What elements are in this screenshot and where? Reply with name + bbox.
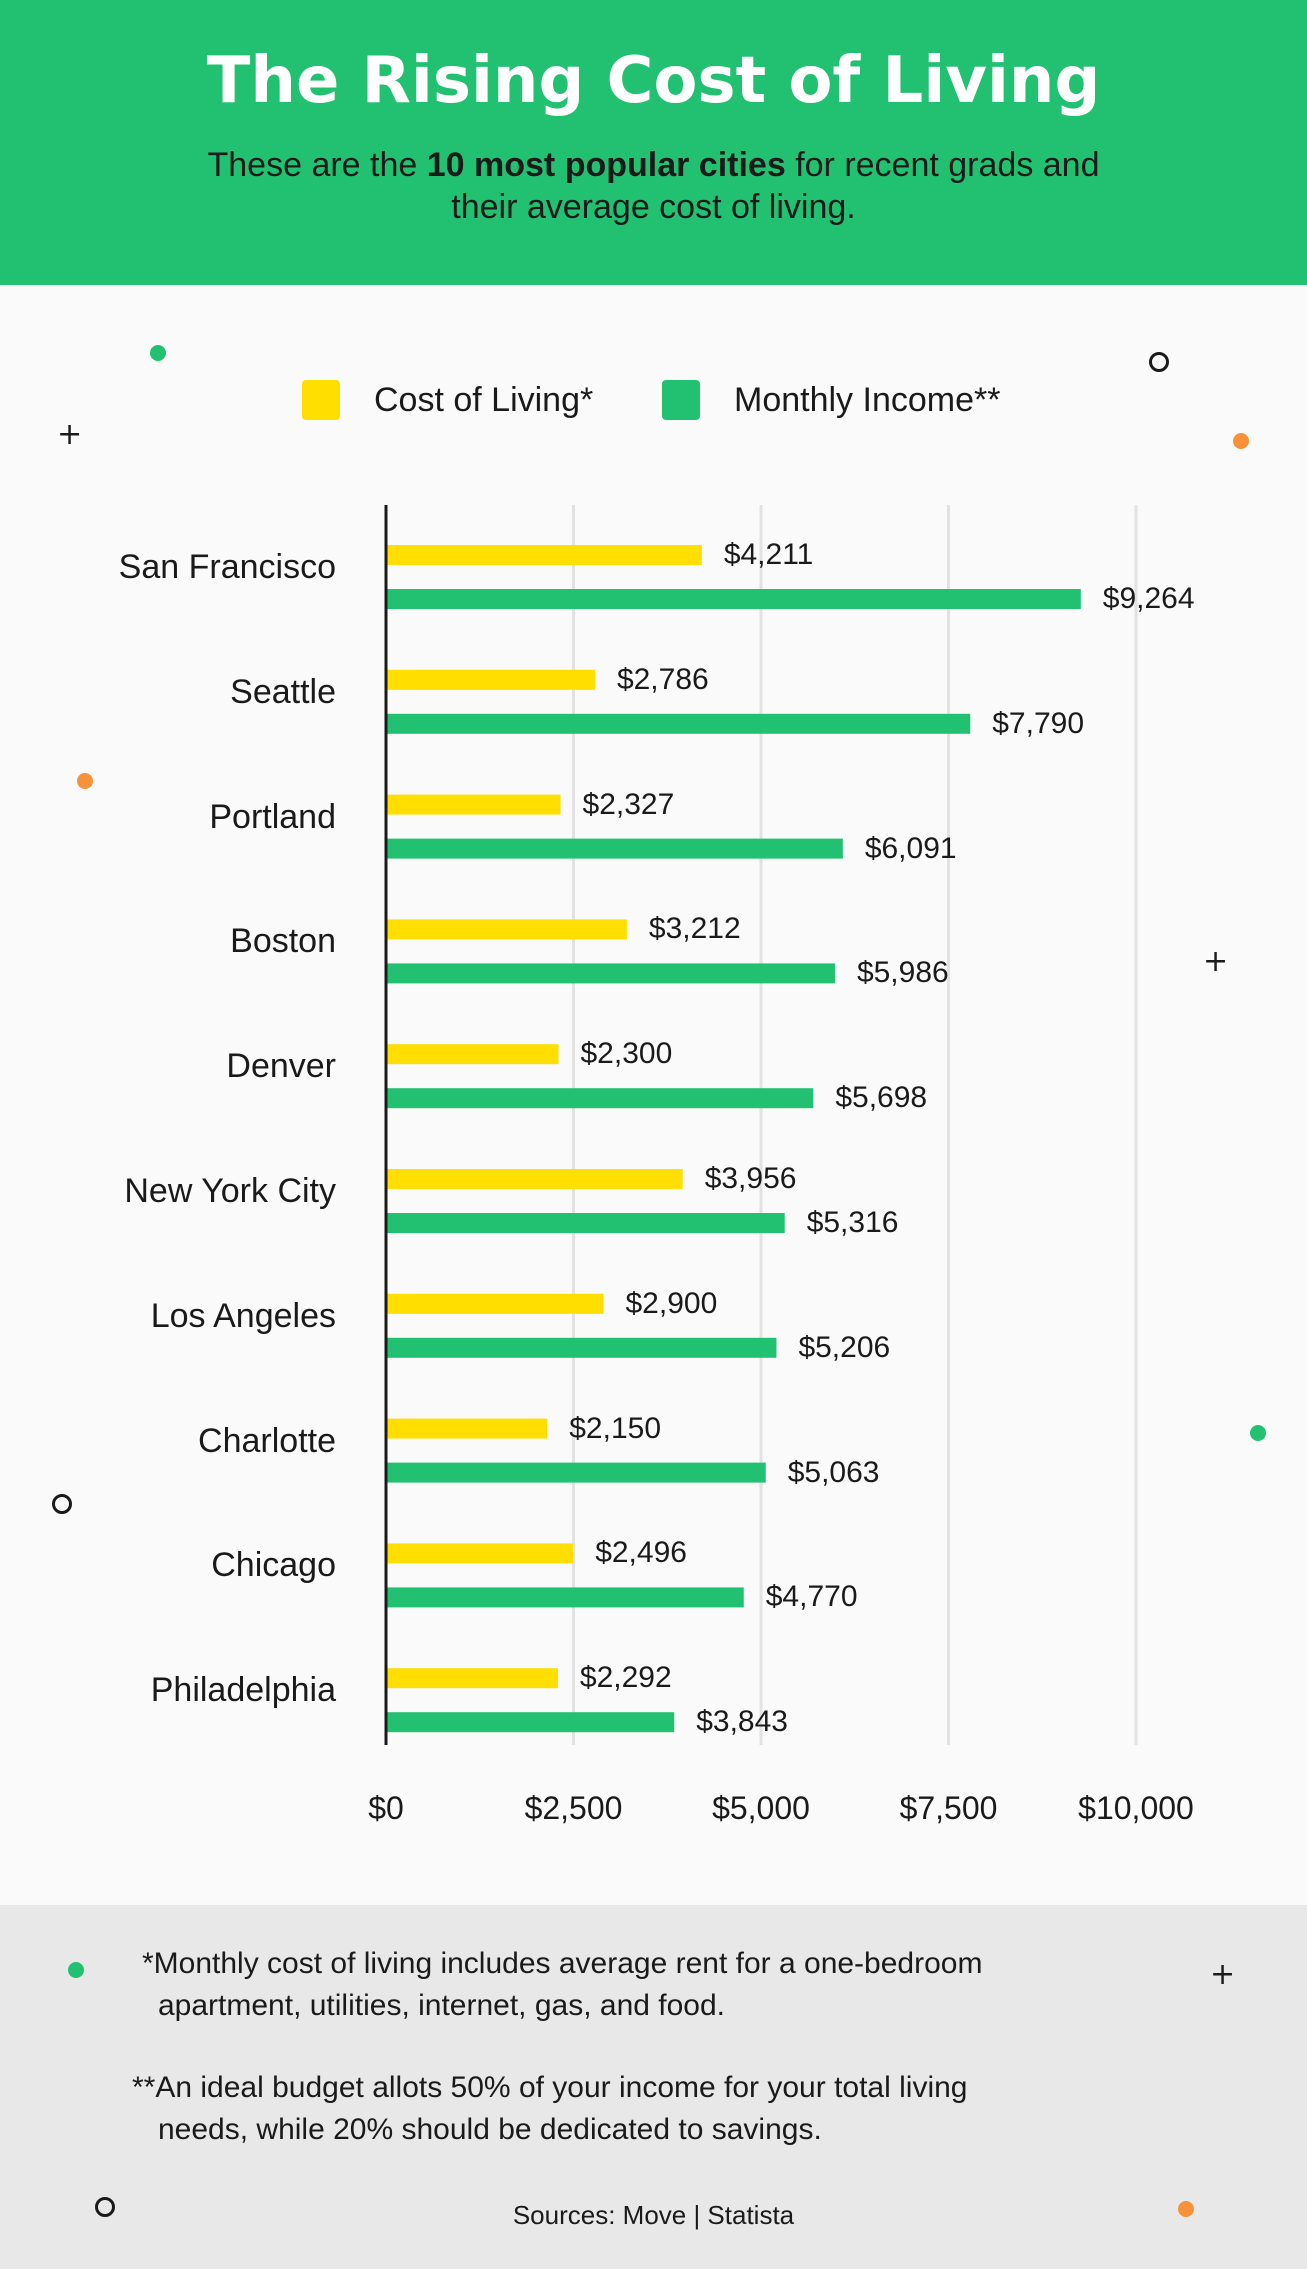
bar-monthly-income bbox=[386, 589, 1081, 609]
city-label: Seattle bbox=[230, 672, 336, 711]
bar-chart bbox=[384, 505, 1138, 1745]
value-label-income: $9,264 bbox=[1102, 582, 1195, 615]
footnote-income-line2: needs, while 20% should be dedicated to … bbox=[158, 2113, 822, 2146]
decor-ring bbox=[95, 2197, 115, 2217]
city-label: Los Angeles bbox=[150, 1296, 336, 1335]
bar-monthly-income bbox=[386, 1462, 766, 1483]
bar-cost-of-living bbox=[386, 1044, 559, 1065]
subtitle-post: for recent grads and their average cost … bbox=[451, 146, 1100, 226]
value-label-cost: $2,327 bbox=[582, 787, 675, 821]
bar-cost-of-living bbox=[386, 1543, 574, 1564]
footnote-income: **An ideal budget allots 50% of your inc… bbox=[132, 2067, 967, 2151]
decor-plus-icon: + bbox=[1210, 1957, 1236, 1992]
footnote-cost-line2: apartment, utilities, internet, gas, and… bbox=[158, 1989, 725, 2022]
decor-dot-orange bbox=[77, 773, 93, 789]
value-label-income: $5,206 bbox=[798, 1330, 891, 1364]
bar-cost-of-living bbox=[386, 794, 561, 815]
sources-text: Sources: Move | Statista bbox=[512, 2200, 795, 2230]
decor-dot-orange bbox=[1178, 2201, 1194, 2217]
x-tick-label: $0 bbox=[368, 1790, 404, 1826]
city-label: San Francisco bbox=[118, 548, 336, 586]
bar-cost-of-living bbox=[386, 1418, 548, 1439]
legend-label-income: Monthly Income** bbox=[734, 380, 1001, 419]
value-label-income: $5,698 bbox=[835, 1081, 928, 1115]
legend-label-cost: Cost of Living* bbox=[374, 380, 594, 419]
footnote-cost: *Monthly cost of living includes average… bbox=[142, 1943, 982, 2027]
x-tick-label: $5,000 bbox=[712, 1790, 810, 1826]
city-label: Charlotte bbox=[198, 1421, 336, 1460]
bar-monthly-income bbox=[386, 713, 971, 734]
value-label-cost: $2,292 bbox=[579, 1661, 672, 1695]
value-label-cost: $2,150 bbox=[569, 1411, 662, 1445]
bar-cost-of-living bbox=[386, 545, 702, 565]
city-label: Philadelphia bbox=[150, 1671, 336, 1710]
value-label-income: $5,986 bbox=[856, 956, 949, 990]
legend-item-cost: Cost of Living* bbox=[302, 380, 593, 420]
bar-monthly-income bbox=[386, 1088, 814, 1109]
city-label: Chicago bbox=[211, 1546, 336, 1585]
x-tick-label: $10,000 bbox=[1078, 1790, 1194, 1826]
decor-dot-green bbox=[1250, 1425, 1266, 1441]
bar-monthly-income bbox=[386, 1712, 675, 1733]
city-label: Denver bbox=[226, 1047, 336, 1086]
value-label-income: $7,790 bbox=[992, 706, 1085, 740]
page-subtitle: These are the 10 most popular cities for… bbox=[200, 144, 1107, 228]
value-label-income: $3,843 bbox=[696, 1705, 788, 1739]
decor-ring bbox=[52, 1494, 72, 1514]
subtitle-pre: These are the bbox=[207, 146, 427, 184]
header-banner: The Rising Cost of Living These are the … bbox=[0, 0, 1307, 285]
bar-cost-of-living bbox=[386, 1293, 604, 1314]
page-title: The Rising Cost of Living bbox=[206, 44, 1101, 118]
value-label-income: $6,091 bbox=[864, 831, 957, 865]
bar-monthly-income bbox=[386, 1213, 785, 1233]
city-label: Boston bbox=[230, 922, 336, 961]
value-label-income: $4,770 bbox=[765, 1580, 858, 1614]
bar-cost-of-living bbox=[386, 669, 595, 690]
x-tick-label: $7,500 bbox=[899, 1790, 998, 1826]
decor-dot-orange bbox=[1233, 433, 1249, 449]
legend-swatch-cost bbox=[302, 380, 340, 420]
decor-dot-green bbox=[68, 1962, 84, 1978]
decor-ring bbox=[1149, 352, 1169, 372]
bar-monthly-income bbox=[386, 838, 843, 859]
value-label-income: $5,063 bbox=[787, 1455, 880, 1489]
footnote-cost-line1: *Monthly cost of living includes average… bbox=[142, 1947, 983, 1980]
decor-dot-green bbox=[150, 345, 166, 361]
subtitle-bold: 10 most popular cities bbox=[426, 146, 786, 184]
value-label-cost: $2,496 bbox=[595, 1536, 687, 1570]
value-label-cost: $2,786 bbox=[616, 662, 709, 696]
bar-cost-of-living bbox=[386, 919, 627, 940]
bar-monthly-income bbox=[386, 1587, 744, 1608]
decor-plus-icon: + bbox=[57, 417, 83, 452]
value-label-cost: $3,956 bbox=[704, 1162, 797, 1195]
bar-monthly-income bbox=[386, 963, 835, 984]
value-label-income: $5,316 bbox=[806, 1206, 899, 1239]
bar-cost-of-living bbox=[386, 1169, 683, 1189]
decor-plus-icon: + bbox=[1203, 944, 1229, 979]
city-label: New York City bbox=[124, 1172, 336, 1210]
city-label: Portland bbox=[209, 797, 336, 836]
value-label-cost: $4,211 bbox=[723, 538, 814, 571]
chart-legend: Cost of Living* Monthly Income** bbox=[0, 380, 1307, 430]
bar-cost-of-living bbox=[386, 1668, 558, 1689]
value-label-cost: $2,300 bbox=[580, 1037, 673, 1071]
value-label-cost: $3,212 bbox=[648, 912, 741, 946]
x-tick-label: $2,500 bbox=[524, 1790, 623, 1826]
legend-item-income: Monthly Income** bbox=[662, 380, 1000, 420]
footnote-income-line1: **An ideal budget allots 50% of your inc… bbox=[132, 2071, 968, 2104]
legend-swatch-income bbox=[662, 380, 700, 420]
footer-notes: + *Monthly cost of living includes avera… bbox=[0, 1905, 1307, 2269]
value-label-cost: $2,900 bbox=[625, 1286, 718, 1320]
bar-monthly-income bbox=[386, 1337, 777, 1358]
